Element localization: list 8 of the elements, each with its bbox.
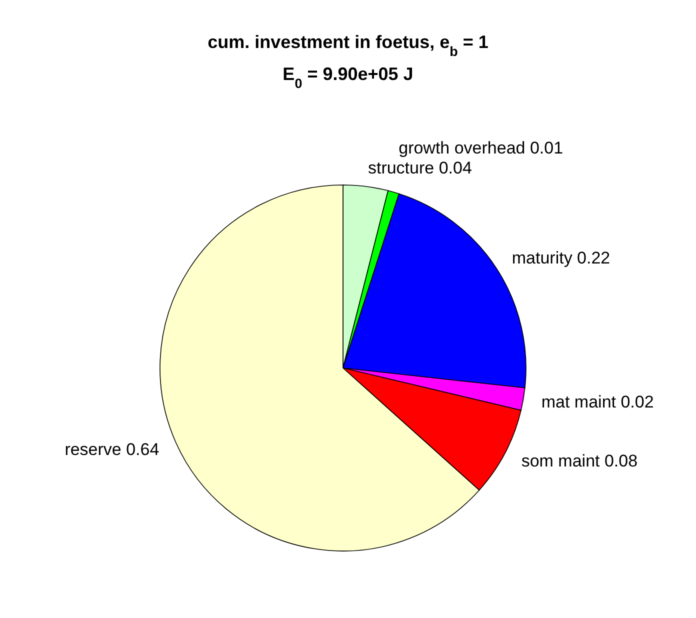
slice-label: structure 0.04 [368, 158, 472, 178]
slice-label: mat maint 0.02 [541, 392, 654, 412]
slice-label: growth overhead 0.01 [398, 138, 564, 158]
slice-label: maturity 0.22 [512, 248, 610, 268]
slice-label: som maint 0.08 [521, 451, 638, 470]
chart-title: cum. investment in foetus, e$_{b}$ = 1 [208, 32, 488, 58]
slice-label: reserve 0.64 [64, 440, 160, 460]
chart-subtitle: E$_{0}$ = 9.90e+05 J [282, 64, 414, 90]
